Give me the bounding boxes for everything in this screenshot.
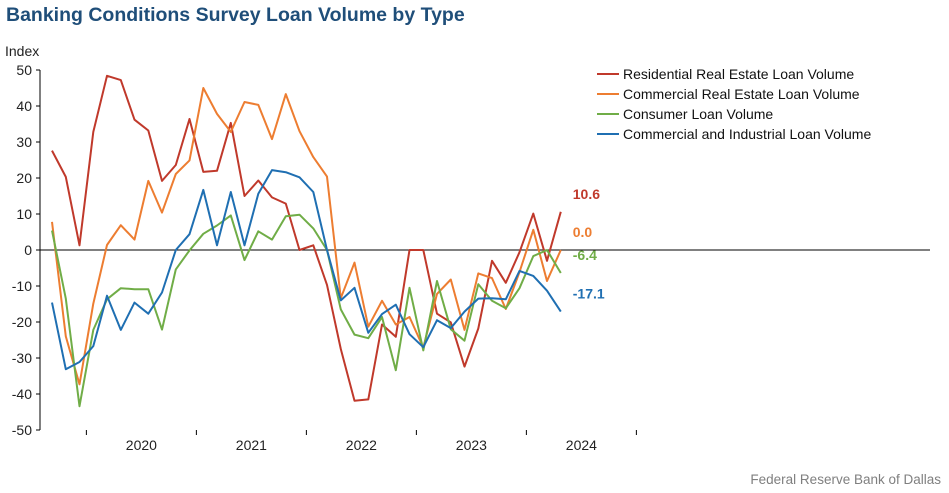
series-line-2 [51,213,562,408]
end-value-label: 0.0 [573,224,593,240]
x-tick-label: 2020 [126,437,157,453]
series-line-3 [51,169,562,371]
x-tick-label: 2023 [456,437,487,453]
legend-label: Commercial and Industrial Loan Volume [623,126,871,142]
x-tick-label: 2024 [566,437,597,453]
source-note: Federal Reserve Bank of Dallas [750,472,941,487]
end-value-label: 10.6 [573,186,600,202]
legend-label: Residential Real Estate Loan Volume [623,66,854,82]
chart-title: Banking Conditions Survey Loan Volume by… [6,4,465,26]
y-tick-label: -40 [12,386,32,402]
end-value-label: -6.4 [573,247,597,263]
x-tick-label: 2022 [346,437,377,453]
y-tick-label: 0 [24,242,32,258]
y-tick-label: -20 [12,314,32,330]
y-tick-label: -10 [12,278,32,294]
series-line-0 [51,74,562,402]
y-tick-label: 40 [16,98,32,114]
legend-label: Consumer Loan Volume [623,106,773,122]
series-line-1 [51,87,562,386]
y-axis-label: Index [5,43,40,59]
legend-label: Commercial Real Estate Loan Volume [623,86,860,102]
y-tick-label: 30 [16,134,32,150]
y-tick-label: -30 [12,350,32,366]
end-value-label: -17.1 [573,286,605,302]
x-tick-label: 2021 [236,437,267,453]
y-tick-label: -50 [12,422,32,438]
y-tick-label: 10 [16,206,32,222]
y-tick-label: 20 [16,170,32,186]
y-tick-label: 50 [16,62,32,78]
